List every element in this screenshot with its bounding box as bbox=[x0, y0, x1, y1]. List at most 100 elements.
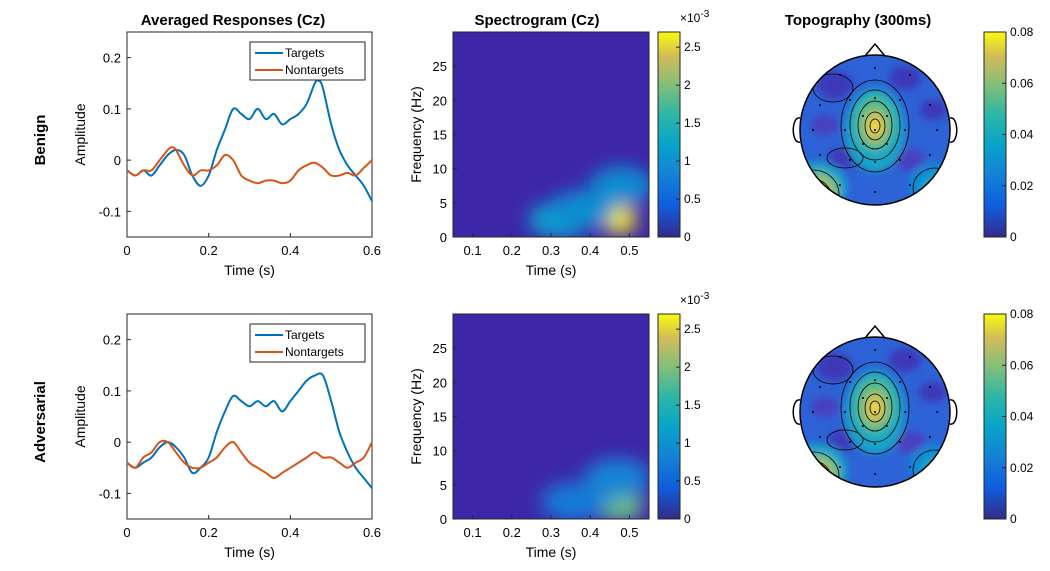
legend-label-targets: Targets bbox=[285, 46, 324, 60]
topography-blob bbox=[800, 463, 830, 487]
x-tick-label: 0.4 bbox=[581, 525, 599, 540]
topography-blob bbox=[869, 118, 881, 134]
x-tick-label: 0.2 bbox=[200, 243, 218, 258]
spectrogram-image bbox=[453, 32, 649, 237]
topography-blob bbox=[817, 71, 853, 99]
x-tick-label: 0.1 bbox=[464, 525, 482, 540]
topography-blob bbox=[909, 445, 950, 487]
nose-icon bbox=[864, 42, 886, 57]
topography-blob bbox=[804, 189, 822, 205]
contour-line bbox=[864, 393, 886, 423]
right-ear-icon bbox=[949, 399, 958, 425]
electrode-dot bbox=[899, 159, 901, 161]
x-tick-label: 0.1 bbox=[464, 243, 482, 258]
electrode-dot bbox=[909, 356, 911, 358]
topography-blob bbox=[869, 400, 881, 416]
spectrogram-blobs bbox=[540, 458, 649, 519]
topography-colorbar-tick-label: 0 bbox=[1010, 512, 1017, 526]
topography-colorbar-tick-label: 0.02 bbox=[1010, 461, 1034, 475]
electrode-dot bbox=[874, 97, 876, 99]
x-tick-label: 0.6 bbox=[363, 525, 381, 540]
electrode-dot bbox=[886, 425, 888, 427]
x-tick-label: 0.4 bbox=[281, 243, 299, 258]
topography-colorbar-tick-label: 0.02 bbox=[1010, 179, 1034, 193]
legend-label-nontargets: Nontargets bbox=[285, 345, 344, 359]
head-outline bbox=[799, 54, 951, 206]
electrode-dot bbox=[874, 443, 876, 445]
electrode-dot bbox=[839, 356, 841, 358]
electrode-dot bbox=[839, 466, 841, 468]
electrode-dot bbox=[844, 411, 846, 413]
electrode-dot bbox=[819, 386, 821, 388]
x-tick-label: 0.5 bbox=[620, 525, 638, 540]
spectrogram-blob bbox=[584, 458, 649, 498]
electrode-dot bbox=[899, 99, 901, 101]
y-tick-label: 10 bbox=[433, 444, 447, 459]
topography-map bbox=[800, 337, 950, 487]
contour-line bbox=[801, 468, 825, 487]
contour-line bbox=[800, 169, 840, 205]
contour-line bbox=[826, 429, 864, 451]
contour-line bbox=[849, 89, 901, 161]
electrode-dot bbox=[862, 425, 864, 427]
spectrogram-image bbox=[453, 314, 649, 519]
y-tick-label: 25 bbox=[433, 341, 447, 356]
x-tick-label: 0.6 bbox=[363, 243, 381, 258]
electrode-dot bbox=[849, 99, 851, 101]
x-tick-label: 0 bbox=[123, 243, 130, 258]
electrode-dot bbox=[874, 129, 876, 131]
y-tick-label: 0 bbox=[114, 435, 121, 450]
spectrogram-colorbar-exponent: ×10-3 bbox=[680, 291, 710, 307]
electrode-dot bbox=[886, 115, 888, 117]
topography-blob bbox=[921, 456, 950, 487]
contour-line bbox=[869, 118, 881, 134]
spectrogram-colorbar bbox=[657, 31, 681, 238]
series-line-nontargets bbox=[126, 439, 373, 480]
x-axis-label: Time (s) bbox=[224, 262, 275, 278]
topography-1: 0 0.02 0.04 0.06 0.08 bbox=[792, 307, 1034, 526]
topography-colorbar-tick-label: 0.06 bbox=[1010, 76, 1034, 90]
electrode-dot bbox=[929, 104, 931, 106]
electrode-dot bbox=[862, 115, 864, 117]
electrode-dot bbox=[936, 411, 938, 413]
left-ear-icon bbox=[792, 399, 801, 425]
electrode-dot bbox=[839, 74, 841, 76]
topography-colorbar-tick-label: 0.08 bbox=[1010, 25, 1034, 39]
topography-blob bbox=[921, 174, 950, 205]
contour-line bbox=[800, 451, 840, 487]
spectrogram-blobs bbox=[528, 166, 649, 237]
topography-blob bbox=[800, 181, 830, 205]
electrode-dot bbox=[862, 397, 864, 399]
electrode-dot bbox=[849, 381, 851, 383]
series-line-nontargets bbox=[126, 146, 373, 185]
spectrogram-colorbar-tick-label: 1.5 bbox=[684, 116, 701, 130]
y-tick-label: 5 bbox=[440, 196, 447, 211]
topography-blob bbox=[889, 348, 921, 372]
y-tick-label: 0 bbox=[440, 230, 447, 245]
spectrogram-colorbar-tick-label: 0 bbox=[684, 230, 691, 244]
electrode-dot bbox=[886, 143, 888, 145]
contour-line bbox=[912, 449, 950, 487]
electrode-dot bbox=[874, 161, 876, 163]
spectrogram-colorbar-exponent: ×10-3 bbox=[680, 9, 710, 25]
contour-line bbox=[800, 178, 832, 205]
contour-line bbox=[826, 147, 864, 169]
contour-line bbox=[801, 186, 825, 205]
y-tick-label: 10 bbox=[433, 162, 447, 177]
head-outline bbox=[799, 336, 951, 488]
contour-line bbox=[849, 371, 901, 443]
contour-line bbox=[840, 361, 910, 455]
contour-line bbox=[912, 167, 950, 205]
spectrogram-colorbar-tick-label: 0.5 bbox=[684, 192, 701, 206]
topography-colorbar-tick-label: 0.06 bbox=[1010, 358, 1034, 372]
y-tick-label: 15 bbox=[433, 410, 447, 425]
x-tick-label: 0.2 bbox=[503, 243, 521, 258]
row-label-adversarial: Adversarial bbox=[32, 381, 49, 463]
contour-line bbox=[857, 100, 893, 150]
line-chart-0: 0 0.2 0.4 0.6 -0.1 0 0.1 0.2 Time (s) Amplitude Ta… bbox=[72, 31, 381, 278]
spectrogram-blob bbox=[550, 190, 615, 230]
y-axis-label: Frequency (Hz) bbox=[408, 368, 424, 464]
electrode-dot bbox=[909, 184, 911, 186]
y-tick-label: -0.1 bbox=[99, 204, 121, 219]
y-tick-label: 25 bbox=[433, 59, 447, 74]
